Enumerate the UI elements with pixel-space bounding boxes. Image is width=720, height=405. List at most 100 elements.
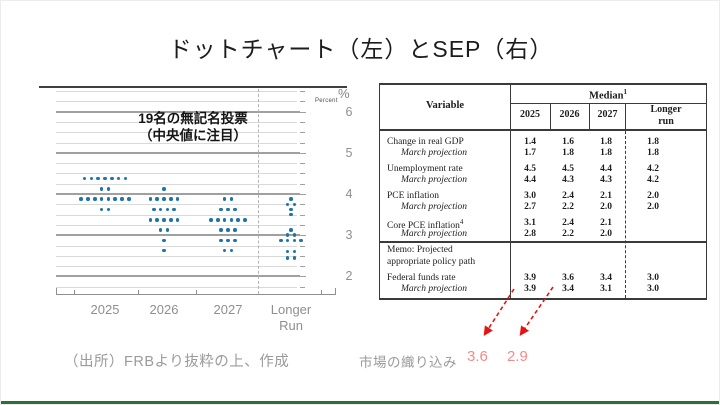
longer-run-column-divider-header: [625, 104, 626, 129]
dot: [233, 238, 237, 243]
market-pricing-value-2025: 3.6: [467, 348, 488, 365]
longer-run-column-divider-dashed: [625, 131, 626, 298]
table-row-label: March projection: [401, 202, 468, 212]
table-header-variable: Variable: [425, 100, 465, 111]
dot: [162, 187, 166, 191]
table-cell-value: 4.4: [600, 164, 612, 174]
gridline-minor: [56, 173, 297, 175]
dot: [292, 202, 297, 207]
dot: [169, 218, 173, 222]
y-axis-label: 3: [345, 228, 353, 243]
table-row-label: Memo: Projected: [387, 245, 453, 255]
gridline-minor: [56, 121, 297, 123]
x-axis-end-tick: [335, 288, 336, 294]
sep-table: Variable Median1 Longer run Change in rea…: [379, 83, 707, 300]
gridline-minor: [56, 183, 297, 185]
memo-section-rule: [380, 241, 706, 243]
table-cell-value: 2.2: [562, 229, 574, 239]
dot: [229, 197, 234, 201]
dot: [162, 218, 166, 222]
dot: [233, 228, 237, 232]
market-arrow-2025: [483, 288, 515, 337]
table-cell-value: 2.0: [647, 202, 659, 212]
dot: [155, 197, 159, 201]
gridline-minor: [56, 214, 297, 216]
axis-right-tick: [300, 142, 305, 144]
dot: [285, 233, 290, 237]
page-title: ドットチャート（左）とSEP（右）: [168, 36, 554, 62]
x-axis-label: 2025: [90, 302, 120, 317]
gridline-minor: [56, 266, 297, 268]
dot: [120, 197, 124, 201]
table-row: Federal funds rate 3.9 3.6 3.4 3.0: [380, 273, 706, 284]
dot: [93, 197, 97, 201]
dot: [106, 197, 111, 201]
dot: [172, 207, 176, 212]
table-header-year: 2026: [559, 109, 580, 120]
axis-right-tick: [300, 183, 305, 185]
dot: [292, 233, 297, 237]
table-row: March projection 2.8 2.2 2.0: [380, 229, 706, 240]
x-axis-label: 2026: [149, 302, 179, 317]
dot: [86, 197, 90, 201]
table-cell-value: 3.1: [524, 218, 536, 228]
variable-column-divider: [510, 85, 511, 298]
dot: [89, 176, 94, 181]
dot: [162, 197, 166, 201]
dot: [106, 207, 111, 212]
table-cell-value: 3.1: [600, 284, 612, 294]
gridline-minor: [56, 91, 297, 92]
gridline-major: [56, 275, 300, 278]
table-row: March projection 3.9 3.4 3.1 3.0: [380, 284, 706, 295]
table-row-label: Federal funds rate: [387, 273, 456, 283]
dot: [152, 207, 156, 212]
axis-right-tick: [300, 173, 305, 175]
table-cell-value: 3.6: [562, 273, 574, 283]
axis-right-tick: [300, 235, 306, 237]
percent-unit-label: %: [338, 86, 350, 101]
table-row-label: Core PCE inflation4: [387, 218, 464, 232]
dot: [229, 218, 234, 222]
table-cell-value: 3.4: [562, 284, 574, 294]
year-column-divider: [589, 104, 590, 129]
dot: [110, 176, 114, 181]
market-pricing-value-2026: 2.9: [507, 348, 528, 365]
table-cell-value: 3.0: [647, 284, 659, 294]
dot: [289, 212, 293, 217]
dot: [113, 197, 117, 201]
dot: [229, 248, 234, 253]
x-axis-label: Longer Run: [270, 302, 312, 333]
dot: [289, 197, 293, 201]
y-axis-label: 4: [345, 187, 353, 201]
dot: [222, 248, 227, 253]
dot: [155, 218, 159, 222]
table-row-label: appropriate policy path: [387, 257, 476, 267]
y-axis-label: 2: [345, 269, 353, 284]
axis-right-tick: [300, 121, 305, 123]
table-row: appropriate policy path: [380, 257, 706, 268]
table-row: March projection 2.7 2.2 2.0 2.0: [380, 202, 706, 213]
dot: [219, 238, 223, 243]
table-cell-value: 4.5: [562, 164, 574, 174]
axis-right-tick: [300, 224, 305, 226]
dot: [285, 238, 290, 243]
x-axis-end-tick: [56, 288, 57, 294]
dot: [123, 176, 128, 181]
dot: [99, 187, 104, 191]
chart-top-rule: [39, 86, 347, 88]
gridline-minor: [56, 132, 297, 134]
dot: [226, 207, 230, 212]
dot: [289, 228, 293, 232]
table-header-year: 2025: [520, 109, 540, 120]
dot: [243, 218, 247, 222]
dot: [219, 207, 223, 212]
table-row-label: March projection: [401, 284, 468, 294]
table-row-label: Unemployment rate: [387, 164, 463, 174]
dot: [82, 176, 87, 181]
table-cell-value: 4.2: [647, 164, 659, 174]
table-header-median: Median1: [589, 88, 627, 102]
table-row: Unemployment rate 4.5 4.5 4.4 4.2: [380, 164, 706, 175]
x-axis-tick: [196, 290, 197, 294]
dot: [292, 249, 297, 254]
table-cell-value: 1.7: [524, 148, 536, 158]
